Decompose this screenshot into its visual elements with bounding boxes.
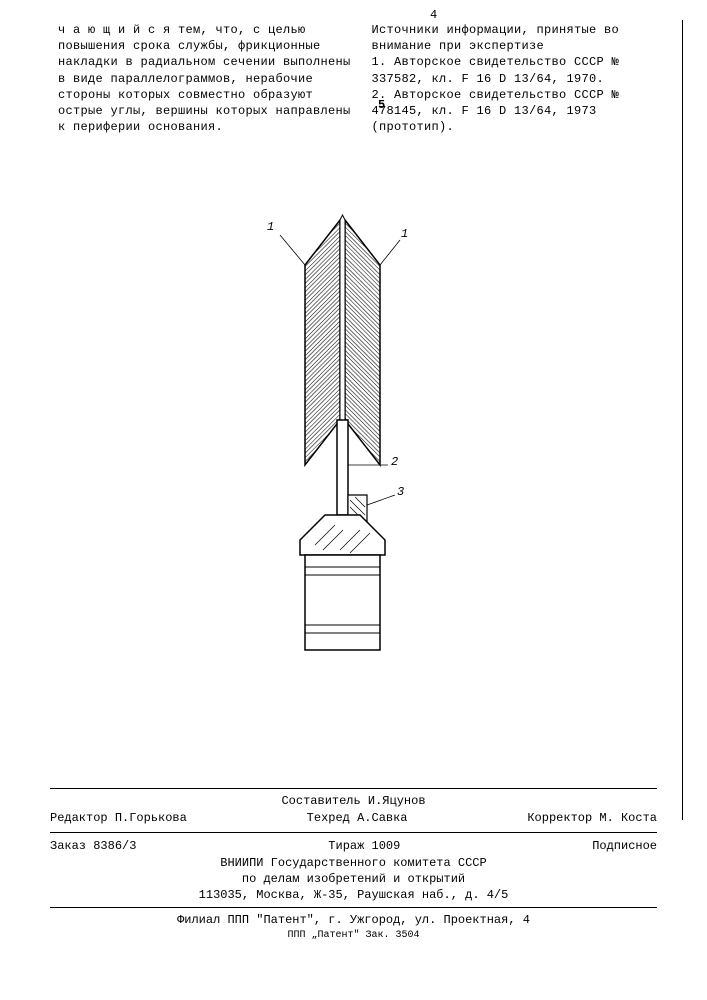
page-number: 4 [430,8,437,22]
compiler-label: Составитель [281,794,360,808]
left-column: ч а ю щ и й с я тем, что, с целью повыше… [58,22,354,135]
colophon-block: Составитель И.Яцунов Редактор П.Горькова… [50,784,657,942]
figure-svg [245,195,445,675]
figure-callout-1-left: 1 [267,220,274,234]
left-column-text: ч а ю щ и й с я тем, что, с целью повыше… [58,22,354,135]
org-line-1: ВНИИПИ Государственного комитета СССР [50,855,657,871]
compiler-line: Составитель И.Яцунов [50,793,657,809]
editor-cell: Редактор П.Горькова [50,810,187,826]
branch-line: Филиал ППП "Патент", г. Ужгород, ул. Про… [50,912,657,928]
order-label: Заказ [50,839,86,853]
patent-page: 4 ч а ю щ и й с я тем, что, с целью повы… [0,0,707,1000]
tehred-name: А.Савка [357,811,407,825]
editor-name: П.Горькова [115,811,187,825]
tirazh-number: 1009 [372,839,401,853]
editor-row: Редактор П.Горькова Техред А.Савка Корре… [50,809,657,827]
org-line-2: по делам изобретений и открытий [50,871,657,887]
compiler-name: И.Яцунов [368,794,426,808]
figure-callout-3: 3 [397,485,404,499]
two-column-text: ч а ю щ и й с я тем, что, с целью повыше… [58,22,667,135]
corrector-label: Корректор [527,811,592,825]
footer-rule-top [50,788,657,789]
figure-callout-1-right: 1 [401,227,408,241]
editor-label: Редактор [50,811,108,825]
footer-rule-2 [50,832,657,833]
patent-figure: 1 1 2 3 [245,195,445,675]
source-item-1: 1. Авторское свидетельство СССР № 337582… [372,54,668,86]
tehred-cell: Техред А.Савка [307,810,408,826]
page-margin-line [682,20,683,820]
tehred-label: Техред [307,811,350,825]
tirazh-label: Тираж [328,839,364,853]
corrector-cell: Корректор М. Коста [527,810,657,826]
order-row: Заказ 8386/3 Тираж 1009 Подписное [50,837,657,855]
source-item-2: 2. Авторское свидетельство СССР № 478145… [372,87,668,136]
ppp-line: ППП „Патент" Зак. 3504 [50,929,657,943]
subscription: Подписное [592,838,657,854]
order-number: 8386/3 [93,839,136,853]
sources-heading: Источники информации, принятые во вниман… [372,22,668,54]
footer-rule-3 [50,907,657,908]
address-line: 113035, Москва, Ж-35, Раушская наб., д. … [50,887,657,903]
order-cell: Заказ 8386/3 [50,838,136,854]
tirazh-cell: Тираж 1009 [328,838,400,854]
figure-callout-2: 2 [391,455,398,469]
corrector-name: М. Коста [599,811,657,825]
line-number-marker: 5 [378,98,385,112]
right-column: Источники информации, принятые во вниман… [372,22,668,135]
